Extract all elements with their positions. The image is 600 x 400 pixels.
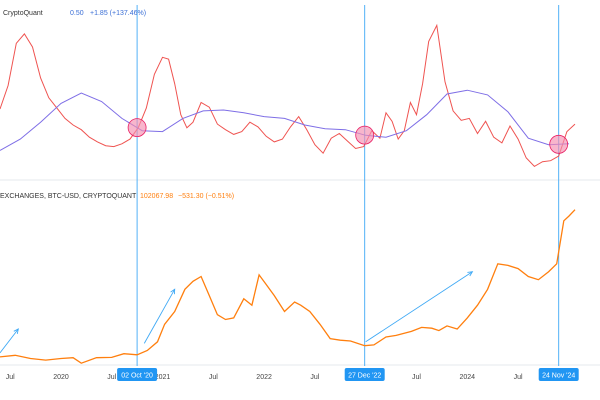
x-tick-label: Jul <box>107 374 116 381</box>
x-tick-label: 2024 <box>460 374 476 381</box>
bottom-pane: EXCHANGES, BTC-USD, CRYPTOQUANT 102067.9… <box>0 193 576 364</box>
x-tick-label: Jul <box>514 374 523 381</box>
bottom-legend-name: EXCHANGES, BTC-USD, CRYPTOQUANT <box>0 193 137 200</box>
trend-arrow-head <box>467 271 474 277</box>
x-tick-label: 2020 <box>53 374 69 381</box>
x-axis-ticks: Jul 2020 Jul 2021 Jul 2022 Jul Jul 2024 Jul <box>6 374 523 381</box>
trend-arrow <box>365 271 473 343</box>
bottom-legend-value: 102067.98 <box>140 193 173 200</box>
top-legend-value: 0.50 <box>70 10 84 17</box>
crossover-markers <box>127 118 569 154</box>
x-highlight-pill <box>538 368 579 381</box>
top-legend-name: CryptoQuant <box>3 10 43 17</box>
x-tick-label: Jul <box>209 374 218 381</box>
trend-arrow <box>0 328 19 354</box>
x-highlight-label: 24 Nov '24 <box>542 373 575 380</box>
trend-arrow <box>143 289 176 344</box>
x-tick-label: 2022 <box>256 374 272 381</box>
x-highlight-label: 27 Dec '22 <box>348 373 381 380</box>
crossover-marker <box>127 118 147 137</box>
series-line-price <box>0 209 576 364</box>
highlight-lines <box>136 5 560 366</box>
crossover-marker <box>355 125 375 145</box>
trend-arrow-head <box>13 328 19 334</box>
top-legend-change: +1.85 (+137.46%) <box>90 10 146 17</box>
series-line-purple <box>0 89 569 151</box>
x-tick-label: 2021 <box>155 374 171 381</box>
x-axis-highlight-labels: 02 Oct '20 27 Dec '22 24 Nov '24 <box>117 368 579 381</box>
x-tick-label: Jul <box>6 374 15 381</box>
x-highlight-pill <box>117 368 158 381</box>
bottom-legend-change: −531.30 (−0.51%) <box>178 193 234 200</box>
grid <box>0 179 600 366</box>
series-line-red <box>0 23 576 168</box>
top-pane: CryptoQuant 0.50 +1.85 (+137.46%) <box>0 10 576 168</box>
x-tick-label: Jul <box>310 374 319 381</box>
trend-arrow-head <box>170 288 176 295</box>
x-highlight-pill <box>344 368 385 381</box>
crossover-marker <box>549 134 569 154</box>
trend-arrows <box>0 271 474 354</box>
x-highlight-label: 02 Oct '20 <box>121 373 153 380</box>
x-tick-label: Jul <box>412 374 421 381</box>
